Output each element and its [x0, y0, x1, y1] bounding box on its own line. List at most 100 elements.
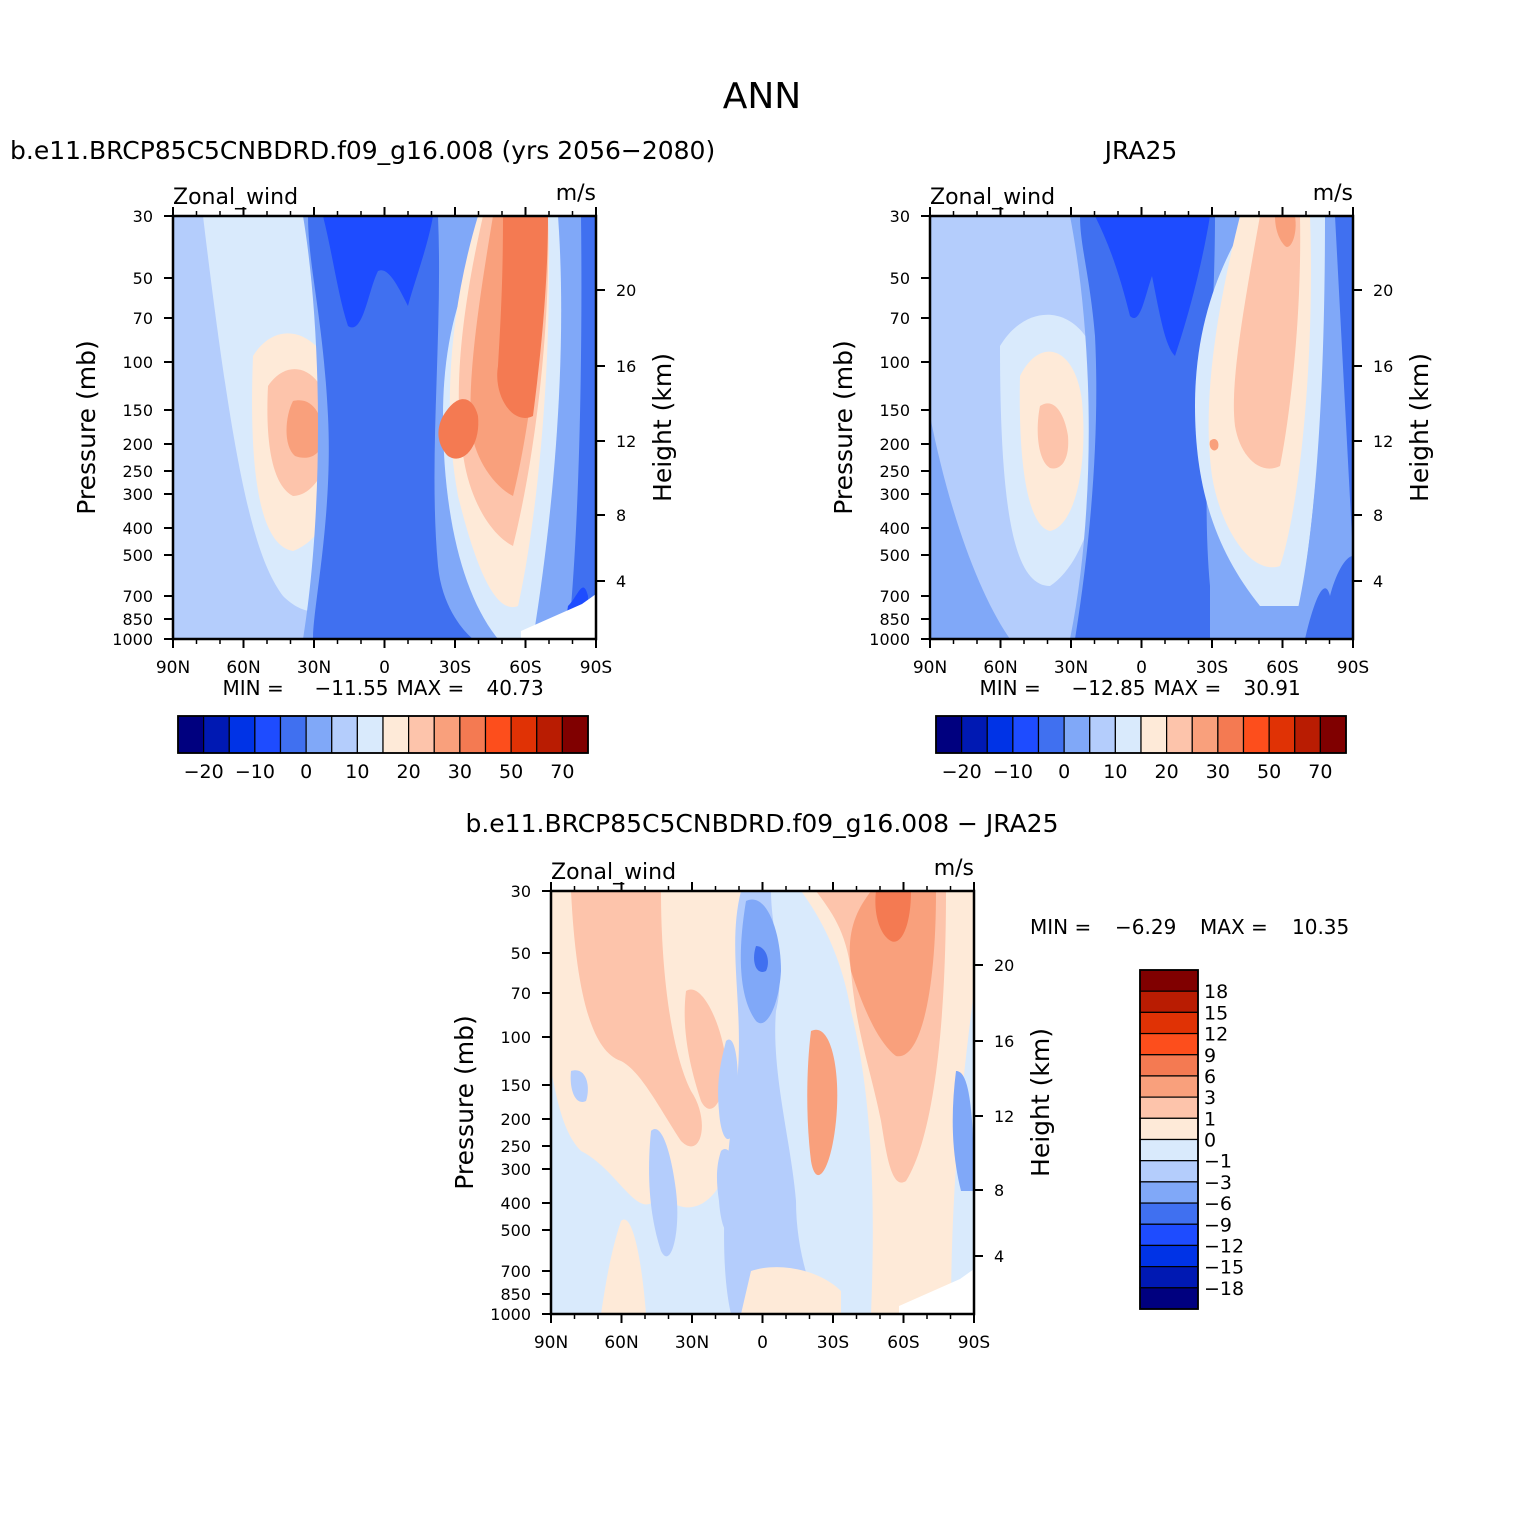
colorbar-label: 50: [1257, 761, 1281, 783]
colorbar-label: −20: [942, 761, 982, 783]
panels: b.e11.BRCP85C5CNBDRD.f09_g16.008 (yrs 20…: [10, 136, 1434, 1353]
y-tick-label: 150: [879, 401, 910, 420]
y-tick-label: 50: [890, 269, 910, 288]
y-tick-label: 50: [133, 269, 153, 288]
max-label: MAX =: [1154, 676, 1222, 700]
colorbar-label: 6: [1204, 1066, 1216, 1088]
contour-region: [286, 400, 323, 458]
y-tick-label: 200: [879, 435, 910, 454]
colorbar-swatch: [305, 715, 333, 754]
colorbar-swatch: [408, 715, 435, 754]
colorbar-frame: [935, 715, 1347, 754]
y-axis-label: Pressure (mb): [450, 1015, 479, 1189]
colorbar-swatch: [459, 715, 487, 754]
max-value: 10.35: [1292, 915, 1349, 939]
colorbar-swatch: [1140, 715, 1168, 754]
colorbar-swatch: [1139, 990, 1199, 1013]
x-tick-label: 30N: [675, 1333, 709, 1353]
y-axis-label-right: Height (km): [1026, 1028, 1055, 1177]
colorbar-label: 9: [1204, 1045, 1216, 1067]
min-value: −12.85: [1072, 676, 1146, 700]
colorbar-swatch: [1139, 1160, 1199, 1183]
contour-region: [1037, 403, 1069, 469]
contour-field: [551, 891, 974, 1314]
colorbar-swatch: [1139, 1244, 1199, 1268]
colorbar-label: 18: [1204, 981, 1228, 1003]
x-tick-label: 90N: [156, 658, 190, 678]
height-tick-label: 20: [1373, 281, 1393, 300]
colorbar-swatch: [1139, 1117, 1199, 1141]
x-tick-label: 0: [757, 1333, 768, 1353]
x-tick-label: 60S: [1266, 658, 1298, 678]
contour-region: [649, 1129, 678, 1257]
contour-region: [930, 416, 1010, 639]
contour-region: [684, 989, 726, 1109]
contour-region: [875, 891, 911, 942]
panel-title: JRA25: [1103, 136, 1178, 165]
contour-region: [323, 216, 433, 328]
y-tick-label: 400: [879, 519, 910, 538]
colorbar-label: 70: [1308, 761, 1332, 783]
max-label: MAX =: [1200, 915, 1268, 939]
contour-region: [807, 1029, 838, 1176]
colorbar-swatch: [279, 715, 307, 754]
colorbar-label: −20: [184, 761, 224, 783]
colorbar-swatch: [203, 715, 230, 754]
colorbar-label: 10: [345, 761, 369, 783]
min-label: MIN =: [223, 676, 284, 700]
contour-region: [568, 216, 596, 639]
y-tick-label: 300: [879, 485, 910, 504]
y-tick-label: 250: [879, 462, 910, 481]
colorbar-swatch: [1319, 715, 1347, 754]
colorbar-label: −3: [1204, 1172, 1232, 1194]
contour-region: [1275, 216, 1296, 247]
colorbar-swatch: [1268, 715, 1296, 754]
y-tick-label: 300: [500, 1160, 531, 1179]
y-tick-label: 70: [890, 309, 910, 328]
y-tick-label: 850: [879, 610, 910, 629]
colorbar-label: 0: [300, 761, 312, 783]
colorbar-swatch: [1114, 715, 1142, 754]
variable-label: Zonal_wind: [551, 860, 676, 885]
height-tick-label: 8: [616, 506, 626, 525]
colorbar-swatch: [356, 715, 384, 754]
colorbar-label: 0: [1058, 761, 1070, 783]
y-axis-label: Pressure (mb): [829, 340, 858, 514]
colorbar-swatch: [1139, 1054, 1199, 1077]
x-tick-label: 90S: [1337, 658, 1369, 678]
height-tick-label: 16: [994, 1032, 1014, 1051]
colorbar-label: 70: [550, 761, 574, 783]
colorbar-frame: [1139, 969, 1199, 1310]
colorbar-label: 12: [1204, 1024, 1228, 1046]
x-tick-label: 60N: [983, 658, 1017, 678]
colorbar-swatch: [1139, 1138, 1199, 1162]
contour-region: [601, 1219, 646, 1314]
colorbar-swatch: [961, 715, 988, 754]
colorbar-swatch: [1139, 1075, 1199, 1098]
contour-region: [1290, 216, 1353, 639]
colorbar-label: 3: [1204, 1087, 1216, 1109]
y-tick-label: 500: [122, 546, 153, 565]
contour-region: [754, 946, 768, 972]
max-label: MAX =: [397, 676, 465, 700]
colorbar-label: 10: [1103, 761, 1127, 783]
height-tick-label: 8: [994, 1181, 1004, 1200]
height-tick-label: 4: [616, 572, 626, 591]
y-tick-label: 700: [122, 587, 153, 606]
y-tick-label: 100: [500, 1028, 531, 1047]
colorbar-swatch: [331, 715, 358, 754]
colorbar-label: 30: [1206, 761, 1230, 783]
colorbar-swatch: [1139, 1287, 1199, 1310]
colorbar-swatch: [1063, 715, 1091, 754]
height-tick-label: 16: [1373, 357, 1393, 376]
y-tick-label: 70: [133, 309, 153, 328]
colorbar-label: −1: [1204, 1151, 1232, 1173]
missing-data: [899, 1269, 974, 1314]
colorbar-swatch: [536, 715, 563, 754]
height-tick-label: 20: [616, 281, 636, 300]
colorbar-swatch: [1166, 715, 1193, 754]
contour-region: [571, 891, 702, 1147]
contour-region: [716, 1149, 740, 1234]
y-axis-label-right: Height (km): [648, 353, 677, 502]
y-tick-label: 50: [511, 944, 531, 963]
